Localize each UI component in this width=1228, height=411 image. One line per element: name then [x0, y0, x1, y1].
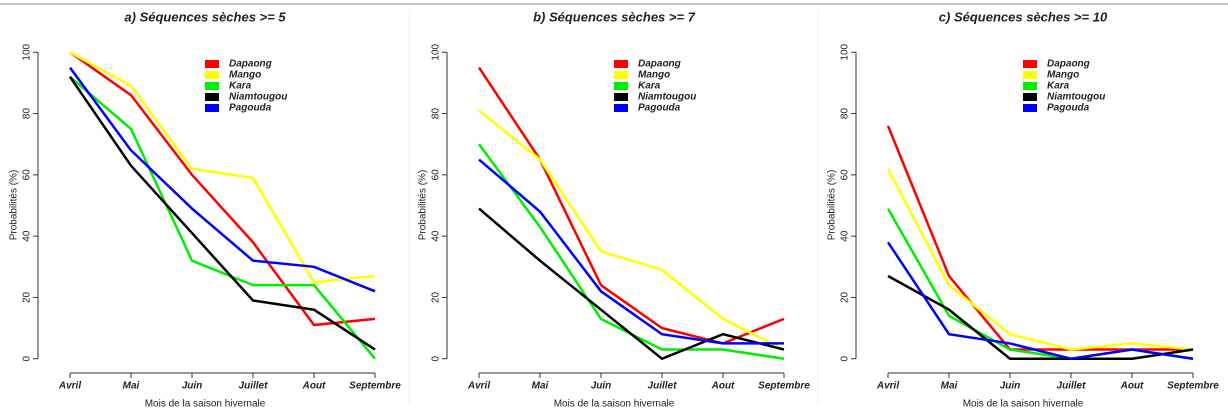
legend-swatch [614, 104, 628, 112]
legend-label: Dapaong [229, 59, 272, 70]
series-line [477, 66, 785, 345]
y-tick-label: 60 [22, 169, 33, 181]
x-tick-label: Mai [941, 381, 958, 392]
series-line [886, 168, 1194, 351]
y-tick-label: 60 [840, 169, 851, 181]
series-line [68, 76, 376, 351]
x-tick-label: Juin [1000, 381, 1021, 392]
x-tick-label: Mai [532, 381, 549, 392]
y-tick-label: 20 [22, 291, 33, 303]
x-tick-label: Septembre [758, 381, 810, 392]
legend-swatch [1023, 60, 1037, 68]
y-axis-title: Probabilités (%) [418, 170, 429, 241]
legend-swatch [205, 60, 219, 68]
y-tick-label: 80 [431, 108, 442, 120]
legend-swatch [1023, 82, 1037, 90]
legend-label: Niamtougou [229, 92, 287, 103]
y-axis-title: Probabilités (%) [9, 170, 20, 241]
x-axis-title: Mois de la saison hivernale [145, 399, 266, 410]
series-line [886, 241, 1194, 361]
chart-title: a) Séquences sèches >= 5 [124, 9, 286, 24]
y-tick-label: 80 [840, 108, 851, 120]
legend-swatch [1023, 71, 1037, 79]
legend-swatch [614, 82, 628, 90]
legend-label: Kara [229, 81, 252, 92]
series-line [478, 109, 785, 351]
x-tick-label: Juillet [648, 381, 678, 392]
legend-label: Mango [229, 70, 261, 81]
x-tick-label: Juin [182, 381, 203, 392]
x-tick-label: Mai [123, 381, 140, 392]
series-line [69, 51, 376, 284]
chart-title: b) Séquences sèches >= 7 [533, 9, 696, 24]
y-tick-label: 0 [22, 356, 33, 362]
x-axis-title: Mois de la saison hivernale [963, 399, 1084, 410]
x-axis-title: Mois de la saison hivernale [554, 399, 675, 410]
legend-label: Dapaong [1047, 59, 1090, 70]
series-line [887, 274, 1194, 360]
x-tick-label: Aout [302, 381, 326, 392]
legend-swatch [1023, 93, 1037, 101]
legend-label: Pagouda [229, 103, 272, 114]
y-tick-label: 60 [431, 169, 442, 181]
series-line [478, 158, 784, 345]
series-line [886, 125, 1193, 351]
x-tick-label: Avril [876, 381, 899, 392]
y-tick-label: 40 [840, 230, 851, 242]
legend-swatch [614, 71, 628, 79]
x-tick-label: Juillet [239, 381, 269, 392]
y-tick-label: 0 [840, 356, 851, 362]
legend-label: Niamtougou [1047, 92, 1105, 103]
series-line [69, 75, 376, 360]
x-tick-label: Septembre [349, 381, 401, 392]
x-tick-label: Juin [591, 381, 612, 392]
legend-swatch [614, 60, 628, 68]
series-line [69, 51, 376, 327]
x-tick-label: Aout [711, 381, 735, 392]
legend-swatch [614, 93, 628, 101]
y-tick-label: 100 [840, 43, 851, 60]
legend-label: Dapaong [638, 59, 681, 70]
y-tick-label: 40 [22, 230, 33, 242]
y-tick-label: 100 [22, 43, 33, 60]
legend-label: Kara [1047, 81, 1070, 92]
series-line [68, 66, 376, 293]
y-tick-label: 40 [431, 230, 442, 242]
y-tick-label: 0 [431, 356, 442, 362]
x-tick-label: Septembre [1167, 381, 1219, 392]
legend-label: Pagouda [1047, 103, 1090, 114]
y-tick-label: 20 [840, 291, 851, 303]
legend-swatch [205, 71, 219, 79]
legend-swatch [205, 82, 219, 90]
x-tick-label: Avril [467, 381, 490, 392]
legend-swatch [1023, 104, 1037, 112]
x-tick-label: Juillet [1057, 381, 1087, 392]
x-tick-label: Avril [58, 381, 81, 392]
chart-title: c) Séquences sèches >= 10 [939, 9, 1108, 24]
legend-label: Niamtougou [638, 92, 696, 103]
legend-label: Kara [638, 81, 661, 92]
y-tick-label: 80 [22, 108, 33, 120]
series-line [478, 207, 785, 361]
y-axis-title: Probabilités (%) [827, 170, 838, 241]
y-tick-label: 20 [431, 291, 442, 303]
legend-swatch [205, 104, 219, 112]
y-tick-label: 100 [431, 43, 442, 60]
legend-label: Mango [1047, 70, 1079, 81]
legend-swatch [205, 93, 219, 101]
x-tick-label: Aout [1120, 381, 1144, 392]
legend-label: Mango [638, 70, 670, 81]
legend-label: Pagouda [638, 103, 681, 114]
series-line [886, 207, 1194, 361]
